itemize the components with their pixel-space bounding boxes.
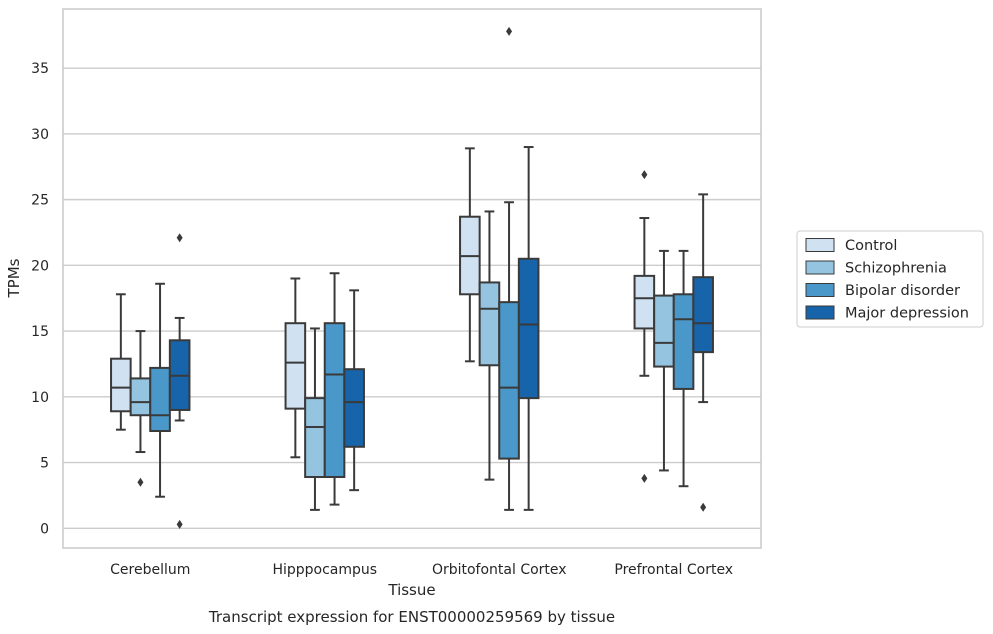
- box-bipolar-disorder: [149, 282, 171, 498]
- x-tick-label: Hipppocampus: [272, 562, 377, 578]
- y-tick-label: 5: [40, 456, 49, 472]
- y-tick-label: 20: [31, 258, 49, 274]
- box-iqr: [343, 368, 365, 448]
- legend-entry-label: Major depression: [845, 306, 969, 322]
- legend-entry-label: Control: [845, 238, 897, 254]
- box-iqr: [692, 276, 714, 354]
- box-iqr: [323, 322, 346, 479]
- box-control: [633, 170, 656, 483]
- y-tick-label: 35: [31, 61, 49, 77]
- box-iqr: [304, 397, 326, 479]
- legend-entry-label: Bipolar disorder: [845, 283, 960, 299]
- y-tick-labels: 0 5 10 15 20 25 30 35: [31, 61, 49, 537]
- y-tick-label: 10: [31, 390, 49, 406]
- legend-swatch: [805, 283, 835, 297]
- box-bipolar-disorder: [672, 249, 695, 488]
- x-tick-label: Prefrontal Cortex: [614, 562, 733, 578]
- box-schizophrenia: [653, 249, 675, 472]
- box-iqr: [284, 322, 307, 410]
- plot-frame: [62, 8, 762, 549]
- x-axis-label: Tissue: [387, 581, 435, 599]
- y-tick-label: 25: [31, 193, 49, 209]
- outlier-point: [700, 502, 707, 512]
- box-iqr: [149, 366, 171, 432]
- outlier-point: [176, 519, 183, 529]
- box-control: [284, 277, 307, 459]
- y-axis-label: TPMs: [5, 258, 23, 298]
- outlier-point: [137, 477, 144, 487]
- box-major-depression: [168, 233, 191, 529]
- box-iqr: [110, 357, 132, 413]
- box-iqr: [129, 377, 152, 417]
- box-iqr: [498, 301, 520, 460]
- box-schizophrenia: [129, 330, 152, 487]
- box-schizophrenia: [478, 210, 501, 481]
- box-iqr: [517, 257, 540, 400]
- box-control: [110, 293, 132, 431]
- legend: Control Schizophrenia Bipolar disorder Majo…: [796, 230, 984, 328]
- y-tick-label: 15: [31, 324, 49, 340]
- box-major-depression: [692, 193, 714, 512]
- outlier-point: [641, 170, 648, 180]
- outlier-point: [641, 473, 648, 483]
- boxes: [110, 26, 714, 529]
- y-tick-label: 0: [40, 521, 49, 537]
- box-major-depression: [517, 146, 540, 511]
- legend-swatch: [805, 305, 835, 320]
- box-major-depression: [343, 289, 365, 492]
- legend-swatch: [805, 238, 835, 252]
- box-iqr: [633, 274, 656, 330]
- box-bipolar-disorder: [498, 26, 520, 511]
- outlier-point: [176, 233, 183, 243]
- chart-caption: Transcript expression for ENST0000025956…: [208, 608, 615, 626]
- x-tick-labels: Cerebellum Hipppocampus Orbitofontal Corte…: [110, 562, 733, 578]
- x-tick-label: Cerebellum: [110, 562, 190, 578]
- legend-items: Control Schizophrenia Bipolar disorder Majo…: [805, 238, 969, 322]
- box-schizophrenia: [304, 327, 326, 511]
- legend-swatch: [805, 260, 835, 275]
- outlier-point: [506, 26, 513, 36]
- box-iqr: [672, 293, 695, 390]
- legend-frame: [796, 230, 984, 328]
- box-control: [459, 147, 481, 363]
- box-iqr: [478, 281, 501, 367]
- box-iqr: [653, 294, 675, 368]
- legend-entry-label: Schizophrenia: [845, 261, 947, 277]
- box-bipolar-disorder: [323, 272, 346, 506]
- y-tick-label: 30: [31, 127, 49, 143]
- x-tick-label: Orbitofontal Cortex: [432, 562, 567, 578]
